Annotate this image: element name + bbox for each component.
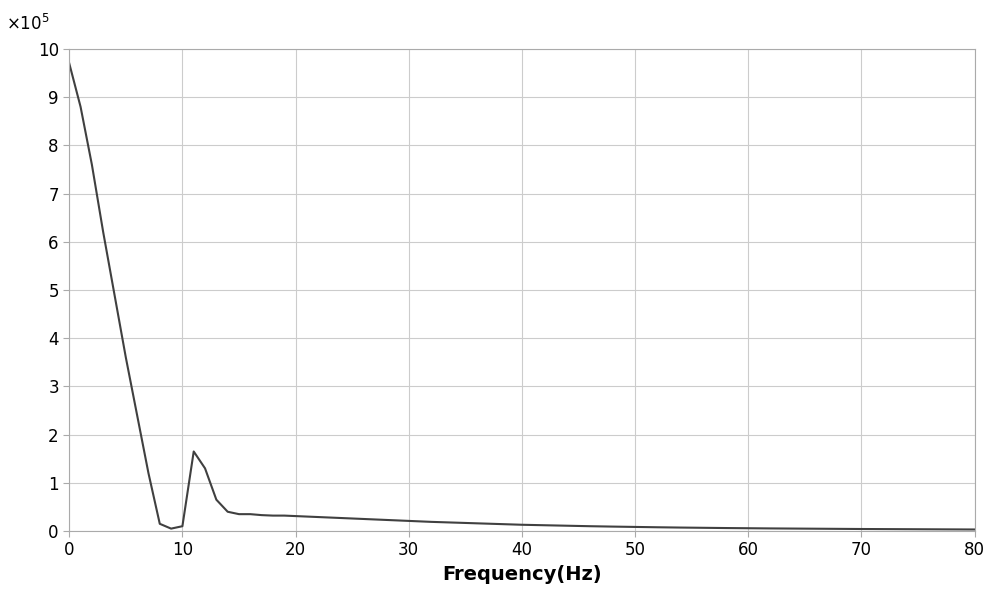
X-axis label: Frequency(Hz): Frequency(Hz)	[442, 565, 602, 584]
Text: $\times10^5$: $\times10^5$	[6, 14, 50, 35]
